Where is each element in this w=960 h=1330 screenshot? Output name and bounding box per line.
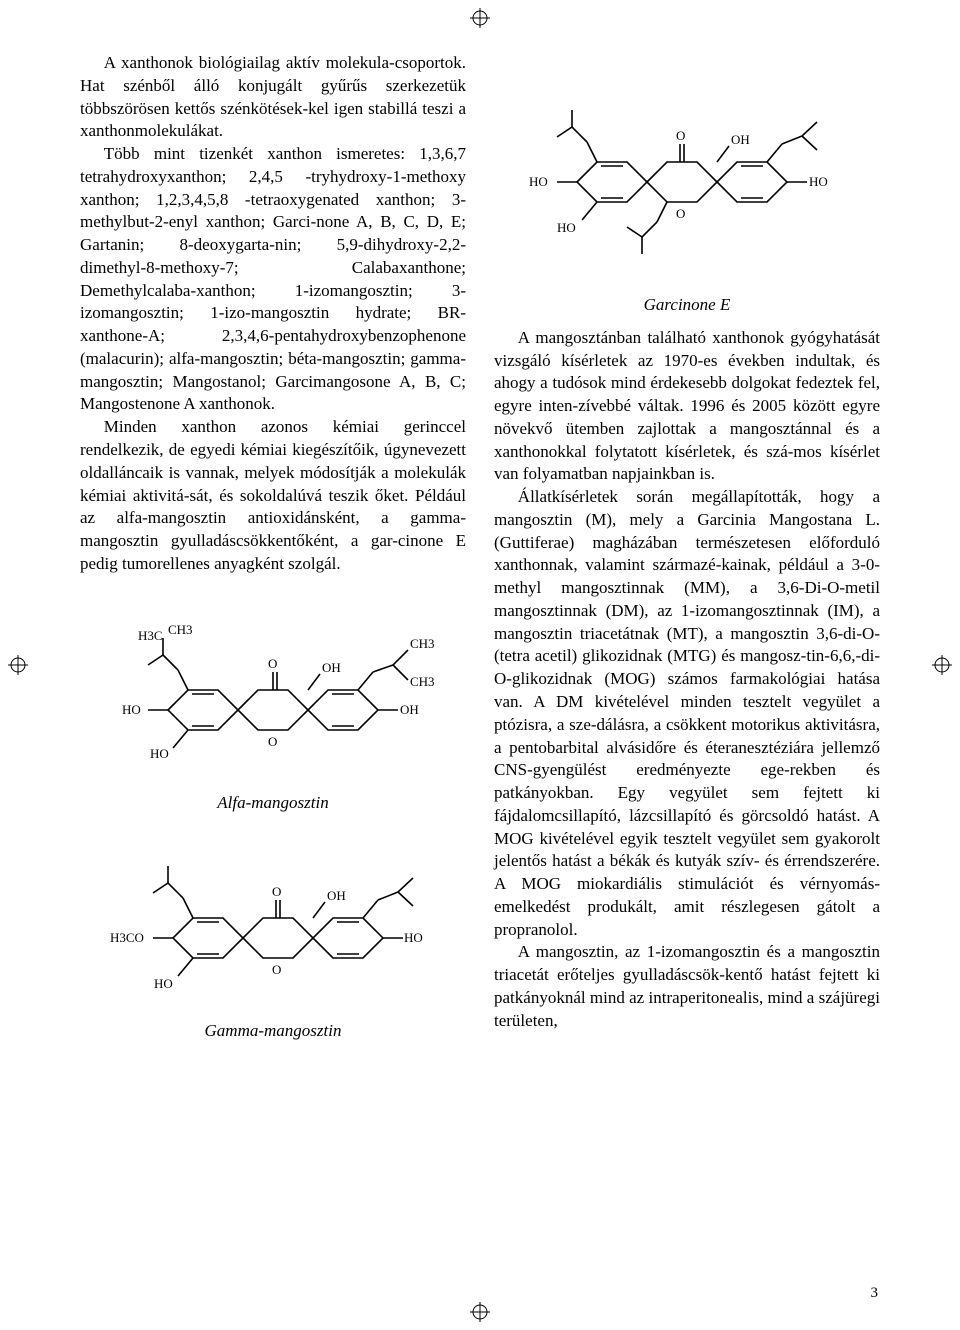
left-p2: Több mint tizenkét xanthon ismeretes: 1,…	[80, 143, 466, 416]
garcinone-molecule-icon: HO HO HO OH O O	[517, 52, 857, 292]
figure-garcinone-e: HO HO HO OH O O Garcinone E	[494, 52, 880, 317]
right-p3: A mangosztin, az 1-izomangosztin és a ma…	[494, 941, 880, 1032]
label-ho-2: HO	[150, 746, 169, 761]
figure-alfa-mangosztin: H3C CH3 CH3 CH3 O O OH OH HO HO Alfa-man…	[80, 590, 466, 815]
right-column: HO HO HO OH O O Garcinone E A mangosztán…	[494, 52, 880, 1053]
right-p2: Állatkísérletek során megállapították, h…	[494, 486, 880, 941]
right-p1: A mangosztánban található xanthonok gyóg…	[494, 327, 880, 486]
label-o-e2: O	[676, 206, 685, 221]
label-o-e1: O	[676, 128, 685, 143]
gamma-molecule-icon: H3CO HO HO OH O O	[108, 828, 438, 1018]
crop-mark-left	[8, 655, 28, 675]
label-oh-g: OH	[327, 888, 346, 903]
label-ch3-1: CH3	[168, 622, 193, 637]
crop-mark-top	[470, 8, 490, 28]
label-ho-1: HO	[122, 702, 141, 717]
figure-gamma-mangosztin: H3CO HO HO OH O O Gamma-mangosztin	[80, 828, 466, 1043]
label-ho-e2: HO	[557, 220, 576, 235]
left-column: A xanthonok biológiailag aktív molekula-…	[80, 52, 466, 1053]
label-h3c: H3C	[138, 628, 163, 643]
label-oh-e: OH	[731, 132, 750, 147]
label-ho-g2: HO	[404, 930, 423, 945]
alfa-molecule-icon: H3C CH3 CH3 CH3 O O OH OH HO HO	[108, 590, 438, 790]
caption-garcinone: Garcinone E	[494, 294, 880, 317]
label-ho-g: HO	[154, 976, 173, 991]
label-o-g2: O	[272, 962, 281, 977]
label-ch3-2: CH3	[410, 636, 435, 651]
label-ho-e3: HO	[809, 174, 828, 189]
label-o-g1: O	[272, 884, 281, 899]
left-p3: Minden xanthon azonos kémiai gerinccel r…	[80, 416, 466, 575]
label-ho-e1: HO	[529, 174, 548, 189]
crop-mark-bottom	[470, 1302, 490, 1322]
left-p1: A xanthonok biológiailag aktív molekula-…	[80, 52, 466, 143]
label-o-bottom: O	[268, 734, 277, 749]
caption-alfa: Alfa-mangosztin	[80, 792, 466, 815]
label-oh-1: OH	[322, 660, 341, 675]
label-o-top: O	[268, 656, 277, 671]
label-oh-2: OH	[400, 702, 419, 717]
two-column-layout: A xanthonok biológiailag aktív molekula-…	[80, 52, 880, 1053]
label-ch3-3: CH3	[410, 674, 435, 689]
caption-gamma: Gamma-mangosztin	[80, 1020, 466, 1043]
crop-mark-right	[932, 655, 952, 675]
label-h3co: H3CO	[110, 930, 144, 945]
page-number: 3	[871, 1285, 879, 1302]
